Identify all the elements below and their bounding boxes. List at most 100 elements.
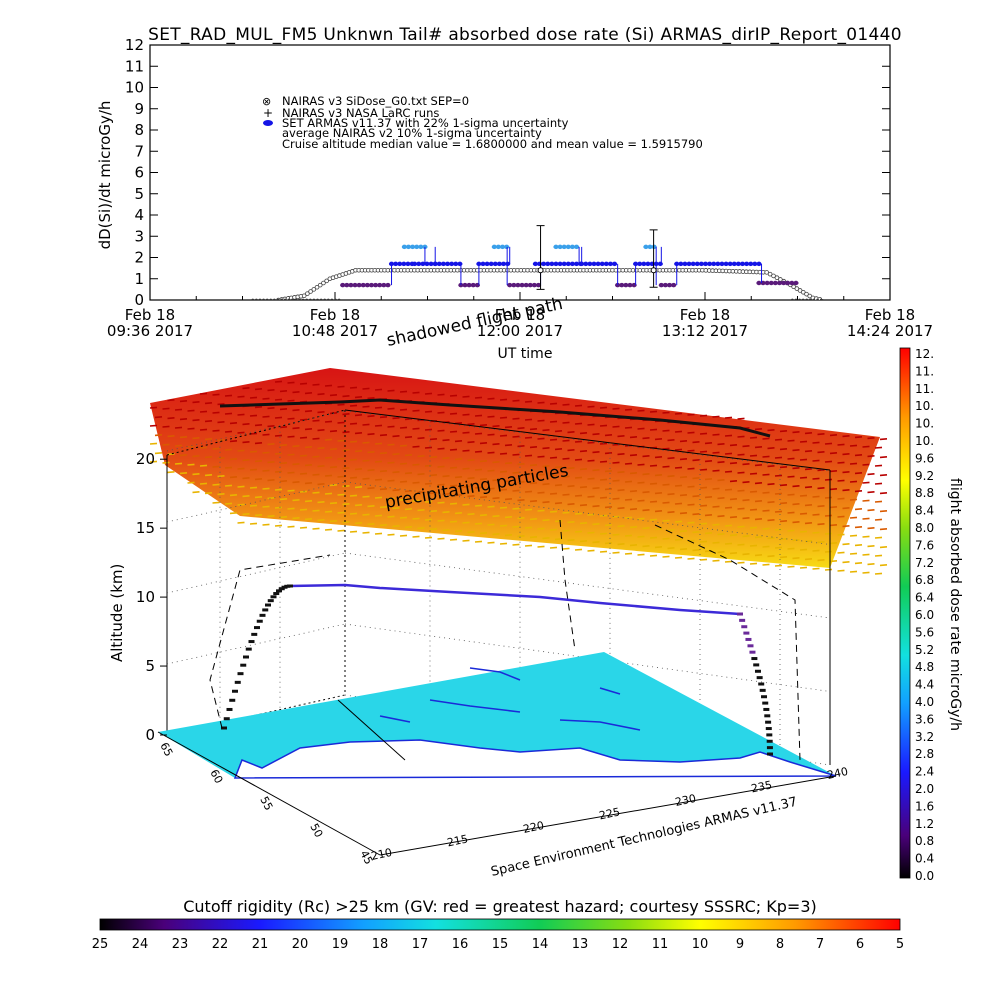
sheet-dash: [349, 404, 358, 407]
sheet-dash: [249, 504, 258, 507]
sheet-dash: [449, 448, 458, 451]
sheet-dash: [829, 542, 838, 545]
sheet-dash: [642, 473, 650, 476]
sheet-dash: [529, 464, 538, 467]
sheet-dash: [467, 531, 475, 534]
bottom-colorbar-tick: 20: [292, 937, 309, 952]
baseline-point: [808, 298, 812, 300]
sheet-dash: [412, 463, 420, 466]
z-tick-label: 5: [145, 657, 155, 675]
baseline-point: [316, 298, 319, 300]
sheet-dash: [399, 516, 408, 519]
sheet-dash: [699, 450, 708, 453]
sheet-dash: [237, 521, 245, 524]
sheet-dash: [362, 513, 370, 516]
baseline-point: [290, 298, 294, 300]
sheet-dash: [279, 444, 288, 447]
sheet-dash: [529, 518, 538, 521]
lat-tick-label: 65: [157, 740, 175, 758]
sheet-dash: [512, 543, 520, 546]
sheet-dash: [554, 520, 563, 523]
sheet-dash: [729, 444, 738, 447]
sheet-dash: [637, 427, 645, 430]
armas-point: [527, 282, 533, 288]
sheet-dash: [512, 507, 520, 510]
baseline-point: [337, 298, 341, 300]
baseline-point: [305, 298, 309, 300]
sheet-dash: [642, 509, 650, 512]
sheet-dash: [404, 418, 413, 421]
armas-point: [348, 282, 354, 288]
sheet-dash: [454, 458, 463, 461]
sheet-dash: [162, 425, 170, 428]
sheet-dash: [412, 517, 420, 520]
sheet-dash: [849, 444, 858, 447]
grid-line: [166, 410, 346, 452]
sheet-dash: [587, 423, 595, 426]
sheet-dash: [217, 421, 225, 424]
sheet-dash: [204, 456, 213, 459]
sheet-dash: [517, 445, 525, 448]
sheet-dash: [854, 490, 863, 493]
armas-point: [535, 282, 542, 288]
sheet-dash: [829, 452, 838, 455]
sheet-dash: [342, 503, 350, 506]
sheet-dash: [649, 410, 658, 413]
sheet-dash: [337, 511, 345, 514]
sheet-dash: [762, 545, 770, 548]
x-tick-label-time: 09:36 2017: [107, 322, 193, 340]
map-coastline-detail: [379, 667, 641, 731]
armas-point: [698, 261, 705, 267]
armas-point: [340, 282, 346, 288]
sheet-dash: [699, 486, 708, 489]
sheet-dash: [679, 530, 688, 533]
sheet-dash: [254, 424, 263, 427]
sheet-dash: [579, 486, 588, 489]
sheet-dash: [754, 482, 763, 485]
right-colorbar-tick: 8.4: [915, 504, 934, 518]
sheet-dash: [649, 536, 658, 539]
sheet-dash: [737, 471, 745, 474]
armas-point: [428, 261, 434, 267]
sheet-dash: [474, 432, 483, 435]
sheet-dash: [662, 501, 670, 504]
sheet-dash: [779, 484, 788, 487]
sheet-dash: [337, 421, 345, 424]
sheet-dash: [274, 488, 283, 491]
sheet-dash: [199, 482, 208, 485]
sheet-dash: [492, 443, 500, 446]
x-tick-label-time: 10:48 2017: [292, 322, 378, 340]
armas-point: [627, 282, 633, 288]
sheet-dash: [687, 557, 695, 560]
sheet-dash: [712, 523, 720, 526]
sheet-dash: [392, 417, 400, 420]
sheet-dash: [187, 409, 195, 412]
sheet-dash: [774, 564, 783, 567]
grid-line: [166, 623, 346, 665]
sheet-dash: [854, 526, 863, 529]
baseline-point: [254, 298, 258, 300]
sheet-dash: [674, 430, 683, 433]
sheet-dash: [292, 499, 300, 502]
dose-sheet-dashes: [149, 380, 888, 575]
sheet-dash: [692, 513, 700, 516]
sheet-dash: [774, 492, 783, 495]
sheet-dash: [417, 509, 425, 512]
sheet-dash: [629, 472, 638, 475]
sheet-dash: [849, 534, 858, 537]
sheet-dash: [692, 531, 700, 534]
sheet-dash: [624, 426, 633, 429]
sheet-dash: [829, 506, 838, 509]
sheet-dash: [667, 511, 675, 514]
sheet-dash: [362, 459, 370, 462]
sheet-dash: [312, 437, 320, 440]
sheet-dash: [399, 426, 408, 429]
sheet-dash: [279, 498, 288, 501]
sheet-dash: [329, 502, 338, 505]
y-tick-label: 8: [134, 121, 144, 139]
sheet-dash: [599, 442, 608, 445]
sheet-dash: [404, 472, 413, 475]
bottom-colorbar-tick: 16: [452, 937, 469, 952]
y-tick-label: 2: [134, 249, 144, 267]
sheet-dash: [304, 518, 313, 521]
